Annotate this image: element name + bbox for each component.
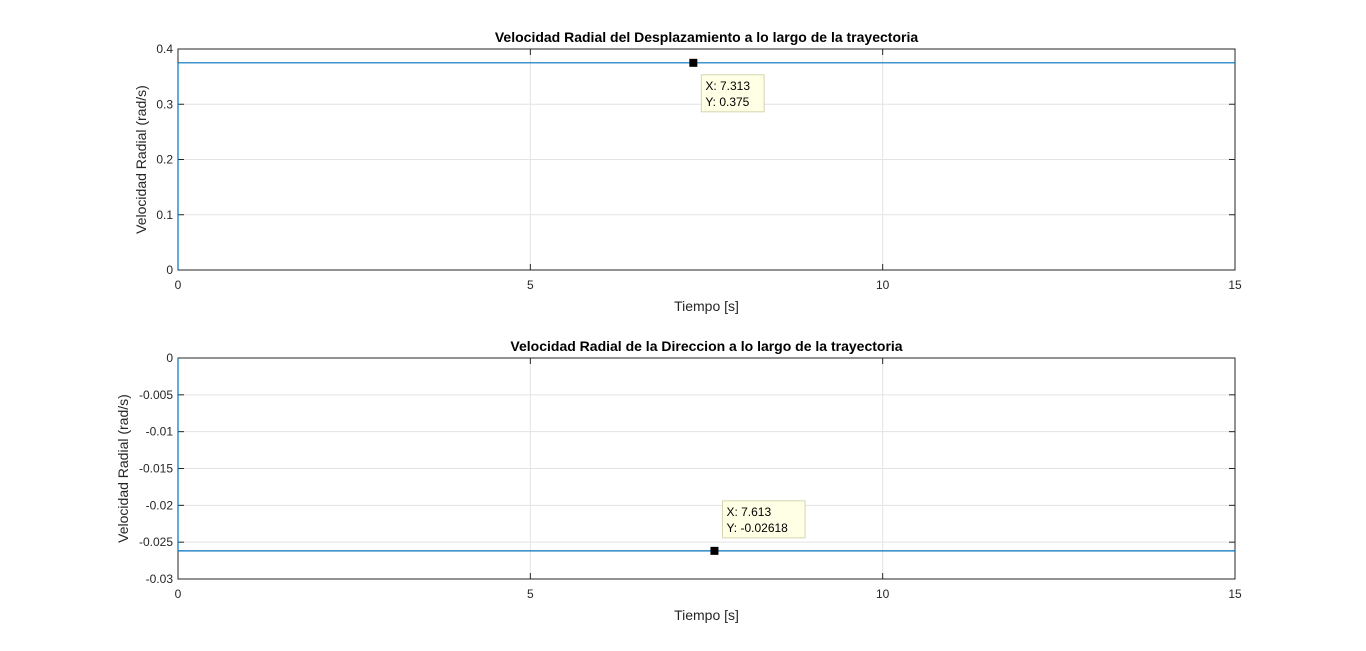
x-tick-label: 5 [527,587,534,601]
datatip-marker [710,546,719,555]
x-tick-label: 10 [876,587,890,601]
y-tick-label: -0.005 [139,388,173,402]
y-tick-label: -0.015 [139,462,173,476]
datatip-x-value: X: 7.313 [705,79,750,93]
datatip-marker [689,58,698,67]
x-tick-label: 15 [1228,278,1242,292]
plot-2: 0 5 10 15 -0.03 -0.025 -0.02 -0.015 -0.01 -0.005 0… [115,338,1242,623]
x-tick-label: 10 [876,278,890,292]
x-axis-label: Tiempo [s] [674,607,739,623]
y-tick-label: 0.4 [156,42,173,56]
y-tick-label: 0 [166,351,173,365]
y-tick-label: -0.03 [146,572,174,586]
series-line [177,358,1235,552]
y-axis-label: Velocidad Radial (rad/s) [115,394,131,543]
x-tick-label: 0 [175,278,182,292]
x-tick-label: 5 [527,278,534,292]
datatip-x-value: X: 7.613 [726,505,771,519]
datatip-box [700,74,765,113]
chart-title: Velocidad Radial de la Direccion a lo la… [510,338,902,354]
y-tick-label: -0.025 [139,535,173,549]
y-axis-label: Velocidad Radial (rad/s) [133,85,149,234]
y-tick-label: 0.1 [156,208,173,222]
y-tick-label: 0.2 [156,153,173,167]
chart-title: Velocidad Radial del Desplazamiento a lo… [495,29,918,45]
datatip-y-value: Y: -0.02618 [726,521,788,535]
x-tick-label: 0 [175,587,182,601]
y-tick-label: 0 [166,263,173,277]
x-tick-label: 15 [1228,587,1242,601]
datatip-y-value: Y: 0.375 [705,95,749,109]
y-tick-label: -0.01 [146,425,174,439]
series-line [177,62,1235,270]
plot-1: 0 5 10 15 0 0.1 0.2 0.3 0.4 Velocidad Radial del … [133,29,1242,314]
x-axis-label: Tiempo [s] [674,298,739,314]
datatip-box [721,500,806,539]
y-tick-label: 0.3 [156,97,173,111]
y-tick-label: -0.02 [146,498,174,512]
